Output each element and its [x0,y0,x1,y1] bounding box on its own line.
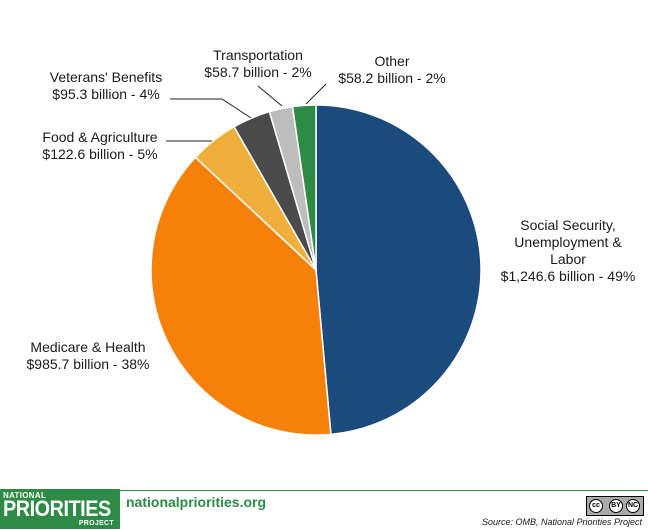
cc-by-icon: BY [609,499,623,513]
leader-line [305,83,327,105]
footer: NATIONAL PRIORITIES PROJECT nationalprio… [0,480,648,530]
footer-divider [0,490,648,491]
pie-slice-other [291,104,317,271]
slice-label-line: $985.7 billion - 38% [27,356,150,372]
slice-label: Other $58.2 billion - 2% [338,53,445,86]
slice-label-line: Labor [550,251,586,267]
slice-label-line: $122.6 billion - 5% [42,146,157,162]
leader-line [257,85,283,107]
slice-label-line: $1,246.6 billion - 49% [501,268,636,284]
slice-label-line: Medicare & Health [30,339,145,355]
pie-slice-medicare-health [150,156,332,436]
leader-lines [166,83,327,142]
slice-label-line: $58.7 billion - 2% [204,64,311,80]
npp-logo: NATIONAL PRIORITIES PROJECT [0,489,120,529]
pie-chart: Social Security, Unemployment & Labor $1,24… [27,47,636,436]
logo-national-text: NATIONAL [3,491,47,500]
site-link[interactable]: nationalpriorities.org [126,494,267,510]
slice-label: Food & Agriculture $122.6 billion - 5% [42,129,157,162]
slice-label-line: Transportation [213,47,303,63]
leader-line [170,98,252,119]
slice-label-line: Social Security, [520,217,615,233]
logo-priorities-text: PRIORITIES [3,496,111,521]
cc-license-badge[interactable]: cc BY NC [586,496,644,516]
slice-label-line: Unemployment & [514,234,622,250]
slice-label-line: Other [374,53,409,69]
slice-labels: Social Security, Unemployment & Labor $1,24… [27,47,636,372]
cc-icon: cc [589,499,603,513]
slice-label: Social Security, Unemployment & Labor $1,24… [501,217,636,284]
logo-project-text: PROJECT [78,520,114,527]
slice-label-line: Veterans' Benefits [50,69,162,85]
slice-label: Transportation $58.7 billion - 2% [204,47,311,80]
pie-slice-social-security-unemployment-labor [315,104,482,436]
pie-slices [150,104,482,436]
source-note: Source: OMB, National Priorities Project [481,517,642,527]
slice-label-line: Food & Agriculture [42,129,157,145]
cc-nc-icon: NC [626,499,640,513]
slice-label: Medicare & Health $985.7 billion - 38% [27,339,150,372]
slice-label-line: $95.3 billion - 4% [52,86,159,102]
slice-label-line: $58.2 billion - 2% [338,70,445,86]
slice-label: Veterans' Benefits $95.3 billion - 4% [50,69,162,102]
